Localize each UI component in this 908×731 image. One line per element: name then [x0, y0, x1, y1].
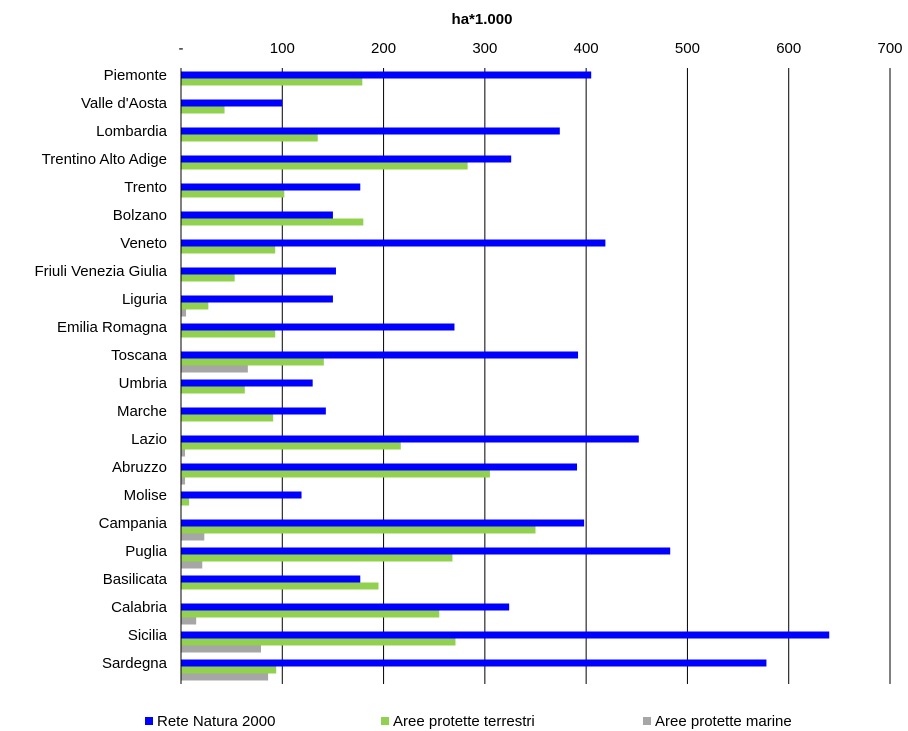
- x-tick-labels: - 100 200 300 400 500 600 700: [179, 40, 903, 57]
- category-label: Trento: [124, 179, 167, 196]
- bar: [181, 218, 364, 226]
- x-tick-label: 600: [776, 40, 801, 57]
- bar: [181, 358, 324, 366]
- bar: [181, 673, 269, 681]
- bar: [181, 659, 767, 667]
- bar: [181, 274, 235, 282]
- bar: [181, 365, 248, 373]
- legend-swatch: [381, 717, 389, 725]
- bar: [181, 379, 313, 387]
- legend-label: Aree protette terrestri: [393, 713, 535, 730]
- legend-swatch: [145, 717, 153, 725]
- bar: [181, 526, 536, 534]
- category-label: Friuli Venezia Giulia: [34, 263, 167, 280]
- bar: [181, 610, 440, 618]
- x-tick-label: 500: [675, 40, 700, 57]
- category-label: Trentino Alto Adige: [42, 151, 167, 168]
- bar: [181, 162, 468, 170]
- bar: [181, 302, 209, 310]
- category-label: Campania: [99, 515, 168, 532]
- category-label: Lazio: [131, 431, 167, 448]
- category-label: Molise: [124, 487, 167, 504]
- bar: [181, 414, 274, 422]
- category-label: Valle d'Aosta: [81, 95, 168, 112]
- x-tick-label: 100: [270, 40, 295, 57]
- category-labels: Piemonte Valle d'Aosta Lombardia Trentino A…: [34, 67, 167, 672]
- bar: [181, 449, 186, 457]
- x-tick-label: 200: [371, 40, 396, 57]
- category-label: Calabria: [111, 599, 168, 616]
- bar: [181, 470, 490, 478]
- bar: [181, 666, 277, 674]
- category-label: Sardegna: [102, 655, 168, 672]
- x-tick-label: 300: [472, 40, 497, 57]
- category-label: Liguria: [122, 291, 168, 308]
- legend-label: Rete Natura 2000: [157, 713, 275, 730]
- bar: [181, 603, 510, 611]
- category-label: Basilicata: [103, 571, 168, 588]
- legend: Rete Natura 2000 Aree protette terrestri A…: [145, 713, 792, 730]
- bar: [181, 582, 379, 590]
- legend-label: Aree protette marine: [655, 713, 792, 730]
- bar: [181, 491, 302, 499]
- bar: [181, 561, 203, 569]
- bar: [181, 631, 830, 639]
- category-label: Toscana: [111, 347, 168, 364]
- bar: [181, 407, 326, 415]
- bar: [181, 442, 401, 450]
- bar: [181, 71, 592, 79]
- bar: [181, 645, 262, 653]
- bar: [181, 519, 585, 527]
- chart-title: ha*1.000: [452, 11, 513, 28]
- bar: [181, 554, 453, 562]
- bars: [181, 71, 830, 681]
- bar: [181, 190, 285, 198]
- category-label: Lombardia: [96, 123, 168, 140]
- bar: [181, 246, 276, 254]
- bar: [181, 477, 186, 485]
- bar: [181, 106, 225, 114]
- x-tick-label: 700: [877, 40, 902, 57]
- category-label: Emilia Romagna: [57, 319, 168, 336]
- bar: [181, 134, 318, 142]
- bar: [181, 575, 361, 583]
- category-label: Veneto: [120, 235, 167, 252]
- bar: [181, 547, 671, 555]
- bar: [181, 127, 560, 135]
- bar: [181, 330, 276, 338]
- bar: [181, 239, 606, 247]
- bar: [181, 386, 245, 394]
- category-label: Marche: [117, 403, 167, 420]
- category-label: Bolzano: [113, 207, 167, 224]
- bar: [181, 295, 333, 303]
- category-label: Piemonte: [104, 67, 167, 84]
- grid-lines: [281, 68, 891, 684]
- category-label: Umbria: [119, 375, 168, 392]
- category-label: Sicilia: [128, 627, 168, 644]
- x-tick-label: 400: [574, 40, 599, 57]
- bar: [181, 435, 639, 443]
- bar: [181, 78, 363, 86]
- bar: [181, 617, 197, 625]
- bar: [181, 211, 333, 219]
- bar: [181, 309, 187, 317]
- bar: [181, 99, 283, 107]
- x-tick-label: -: [179, 40, 184, 57]
- bar: [181, 155, 512, 163]
- bar: [181, 463, 578, 471]
- legend-swatch: [643, 717, 651, 725]
- bar: [181, 351, 579, 359]
- bar: [181, 267, 336, 275]
- bar: [181, 323, 455, 331]
- category-label: Puglia: [125, 543, 167, 560]
- bar: [181, 533, 205, 541]
- bar: [181, 183, 361, 191]
- bar: [181, 498, 190, 506]
- category-label: Abruzzo: [112, 459, 167, 476]
- bar: [181, 638, 456, 646]
